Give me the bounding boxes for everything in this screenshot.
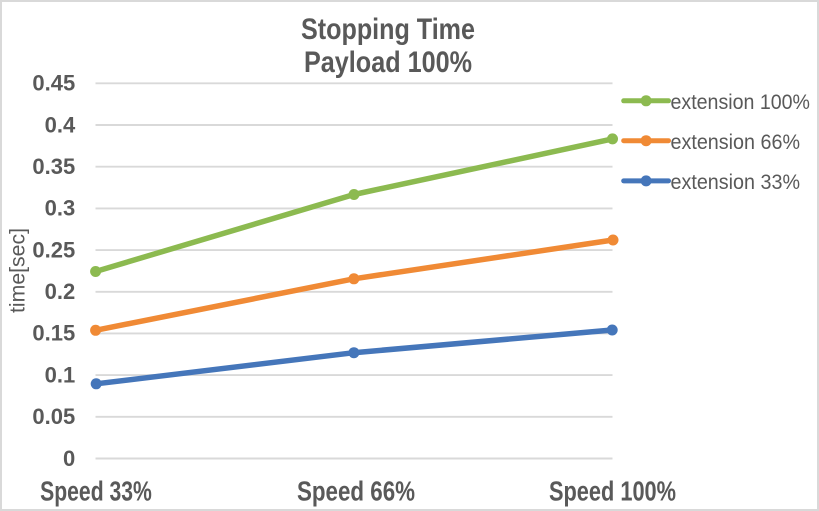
svg-text:time[sec]: time[sec] (7, 228, 30, 313)
svg-text:extension 33%: extension 33% (671, 171, 801, 194)
svg-text:0.15: 0.15 (32, 321, 75, 346)
svg-text:0.35: 0.35 (32, 154, 75, 179)
svg-text:Speed 100%: Speed 100% (549, 476, 676, 507)
svg-text:extension 100%: extension 100% (671, 91, 811, 114)
svg-text:0.05: 0.05 (32, 404, 75, 429)
svg-text:0.4: 0.4 (45, 112, 76, 137)
svg-text:0.45: 0.45 (32, 71, 75, 96)
svg-text:0.3: 0.3 (45, 196, 76, 221)
svg-text:Speed 33%: Speed 33% (40, 476, 152, 507)
svg-text:0.2: 0.2 (45, 279, 76, 304)
svg-text:0.25: 0.25 (32, 237, 75, 262)
svg-text:Payload 100%: Payload 100% (304, 46, 472, 79)
svg-text:Speed 66%: Speed 66% (297, 476, 415, 507)
svg-text:extension 66%: extension 66% (671, 131, 801, 154)
svg-text:0: 0 (63, 446, 75, 471)
svg-text:0.1: 0.1 (45, 362, 76, 387)
svg-text:Stopping Time: Stopping Time (301, 13, 475, 46)
